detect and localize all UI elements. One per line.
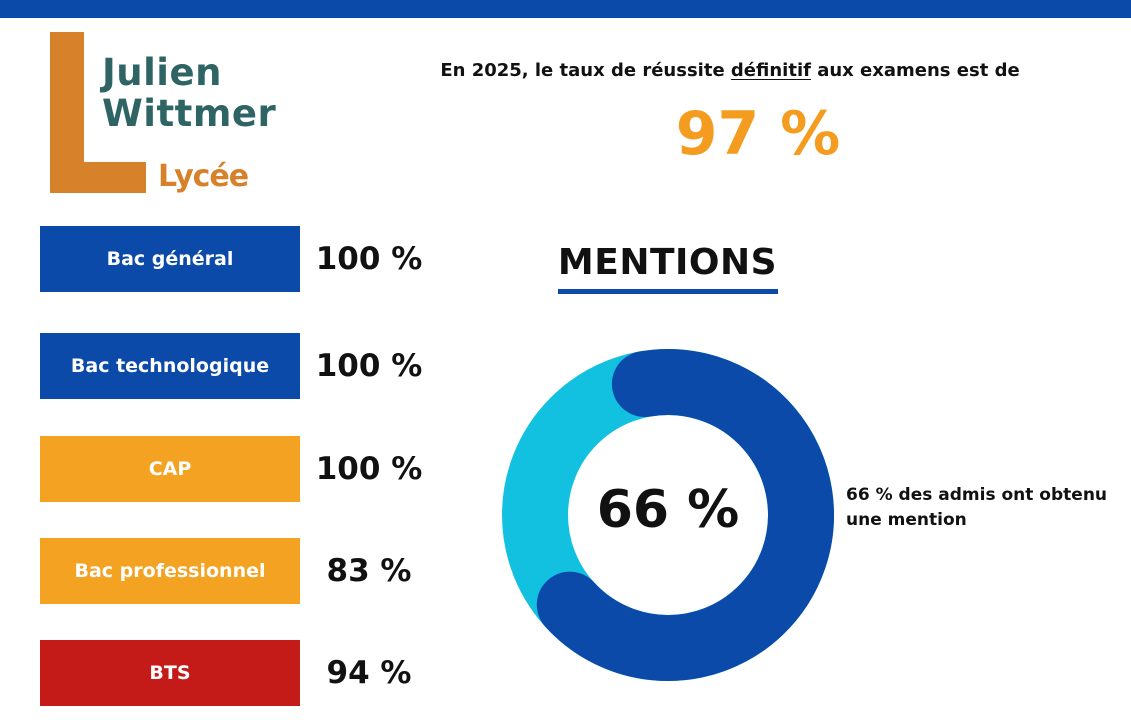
logo-name-first: Julien <box>102 51 222 94</box>
school-logo: Julien Wittmer Lycée <box>50 32 310 202</box>
exam-label-bac-general: Bac général <box>40 226 300 292</box>
exam-label-bac-professionnel: Bac professionnel <box>40 538 300 604</box>
overall-success-rate: 97 % <box>675 99 841 169</box>
donut-segment-mentions <box>536 349 834 681</box>
logo-name-last: Wittmer <box>102 92 277 135</box>
mentions-caption: 66 % des admis ont obtenu une mention <box>846 485 1108 530</box>
exam-value-cap: 100 % <box>315 451 423 487</box>
exam-label-cap: CAP <box>40 436 300 502</box>
logo-l-shape <box>50 32 146 193</box>
headline: En 2025, le taux de réussite définitif a… <box>395 60 1065 81</box>
donut-center-label: 66 % <box>596 480 740 540</box>
exam-label-bts: BTS <box>40 640 300 706</box>
exam-value-bts: 94 % <box>326 655 412 691</box>
logo-subtitle: Lycée <box>158 159 249 194</box>
mentions-underline <box>558 289 778 294</box>
headline-before: En 2025, le taux de réussite <box>440 60 731 81</box>
mentions-donut-chart <box>502 349 834 681</box>
headline-after: aux examens est de <box>810 60 1020 81</box>
exam-value-bac-general: 100 % <box>315 241 423 277</box>
headline-emphasis: définitif <box>730 60 811 81</box>
exam-value-bac-professionnel: 83 % <box>326 553 412 589</box>
logo-name: Julien Wittmer <box>102 52 276 134</box>
exam-value-bac-technologique: 100 % <box>315 348 423 384</box>
top-bar <box>0 0 1131 18</box>
exam-label-bac-technologique: Bac technologique <box>40 333 300 399</box>
mentions-title: MENTIONS <box>557 242 778 283</box>
